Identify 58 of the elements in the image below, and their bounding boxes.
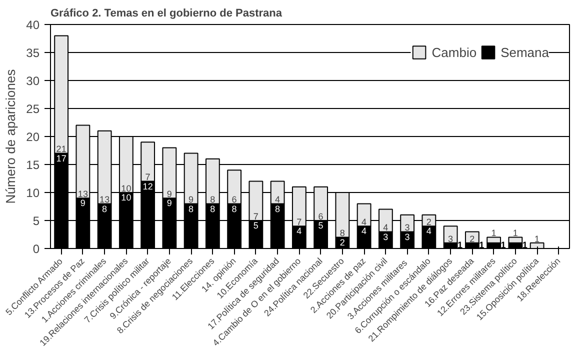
data-label: 9 [166, 198, 172, 208]
legend-label: Semana [500, 44, 549, 60]
data-label: 5 [253, 220, 258, 231]
data-label: 21 [56, 144, 66, 154]
data-label: 2 [426, 216, 432, 227]
data-label: 1 [491, 228, 496, 238]
data-label: 8 [340, 228, 345, 238]
data-label: 7 [145, 172, 150, 182]
data-label: 13 [100, 194, 110, 205]
data-label: 1 [479, 240, 484, 250]
data-label: 5 [318, 220, 324, 231]
data-label: 1 [522, 240, 528, 250]
data-label: 2 [340, 237, 345, 248]
data-label: 4 [296, 226, 302, 236]
data-label: 1 [500, 240, 506, 250]
data-label: 7 [296, 216, 302, 227]
data-label: 1 [534, 234, 540, 244]
data-label: 4 [426, 226, 432, 236]
data-label: 13 [78, 188, 88, 199]
data-label: 9 [188, 194, 194, 205]
y-tick-label: 40 [26, 18, 40, 32]
data-label: 4 [362, 216, 367, 227]
data-label: 4 [383, 222, 388, 233]
data-label: 9 [166, 188, 172, 199]
data-label: 12 [142, 181, 153, 192]
data-label: 6 [232, 194, 237, 205]
chart-title: Gráfico 2. Temas en el gobierno de Pastrana [50, 8, 283, 20]
data-label: 4 [275, 194, 280, 205]
y-axis-title: Número de apariciones [3, 68, 18, 204]
y-tick-label: 5 [32, 214, 40, 228]
data-label: 7 [253, 211, 258, 222]
y-tick-label: 0 [32, 242, 40, 256]
y-tick-label: 15 [26, 158, 40, 172]
data-label: 8 [275, 204, 280, 214]
data-label: 2 [470, 234, 475, 244]
data-label: 8 [102, 204, 108, 214]
data-label: 10 [121, 192, 132, 203]
y-tick-label: 20 [26, 130, 40, 144]
y-tick-label: 30 [26, 74, 40, 88]
data-label: 8 [232, 204, 237, 214]
data-label: 17 [56, 153, 66, 164]
data-label: 8 [188, 204, 194, 214]
data-label: 8 [210, 204, 216, 214]
data-label: 3 [404, 222, 410, 233]
data-label: 9 [80, 198, 86, 208]
data-label: 3 [383, 232, 388, 242]
y-tick-label: 35 [26, 46, 40, 60]
data-label: 1 [512, 228, 518, 238]
y-tick-label: 25 [26, 102, 40, 116]
data-label: 8 [210, 194, 216, 205]
legend-label: Cambio [432, 44, 477, 60]
data-label: 10 [121, 183, 132, 194]
y-tick-label: 10 [26, 186, 40, 200]
data-label: 4 [362, 226, 367, 236]
data-label: 6 [318, 211, 324, 222]
data-label: 3 [404, 232, 410, 242]
data-label: 3 [448, 234, 454, 244]
data-label: 1 [457, 240, 462, 250]
